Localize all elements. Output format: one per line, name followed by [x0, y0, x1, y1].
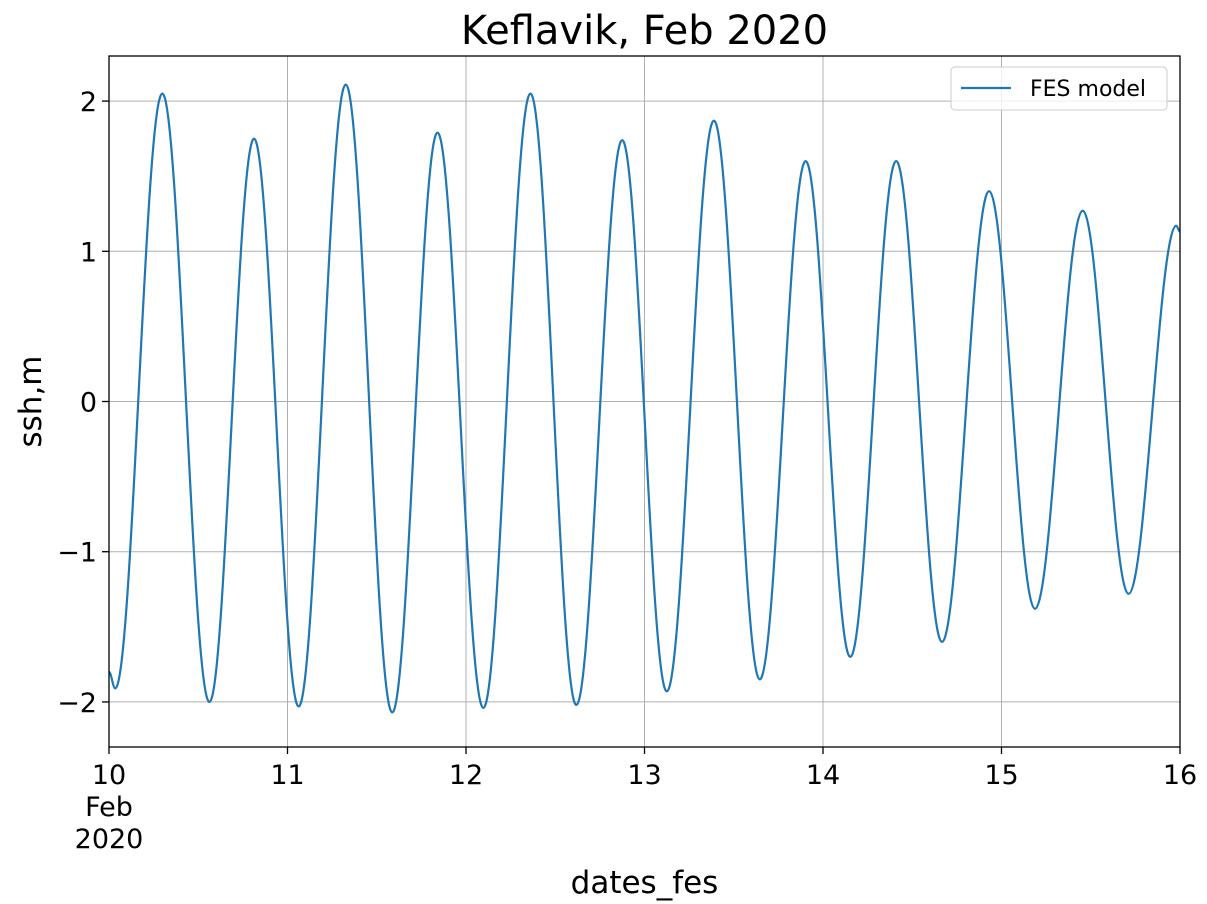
- y-tick-label: 0: [80, 388, 97, 419]
- legend: FES model: [950, 66, 1168, 111]
- x-axis-title: dates_fes: [571, 865, 719, 901]
- x-tick-label: 10: [92, 760, 126, 791]
- chart-title: Keflavik, Feb 2020: [461, 8, 828, 54]
- x-tick-label: 13: [627, 760, 661, 791]
- x-tick-label: Feb: [85, 792, 133, 823]
- y-axis-title: ssh,m: [13, 355, 49, 447]
- legend-box: [950, 66, 1168, 111]
- x-tick-label: 15: [984, 760, 1018, 791]
- series-layer: [107, 83, 1181, 714]
- x-tick-label: 11: [270, 760, 304, 791]
- x-tick-label: 2020: [75, 824, 144, 855]
- x-tick-label: 12: [449, 760, 483, 791]
- series-line: [107, 83, 1181, 714]
- y-tick-label: 2: [80, 87, 97, 118]
- y-tick-label: 1: [80, 237, 97, 268]
- x-tick-label: 14: [806, 760, 840, 791]
- legend-label: FES model: [1030, 77, 1146, 102]
- y-tick-label: −1: [57, 538, 97, 569]
- x-tick-label: 16: [1163, 760, 1197, 791]
- y-tick-label: −2: [57, 688, 97, 719]
